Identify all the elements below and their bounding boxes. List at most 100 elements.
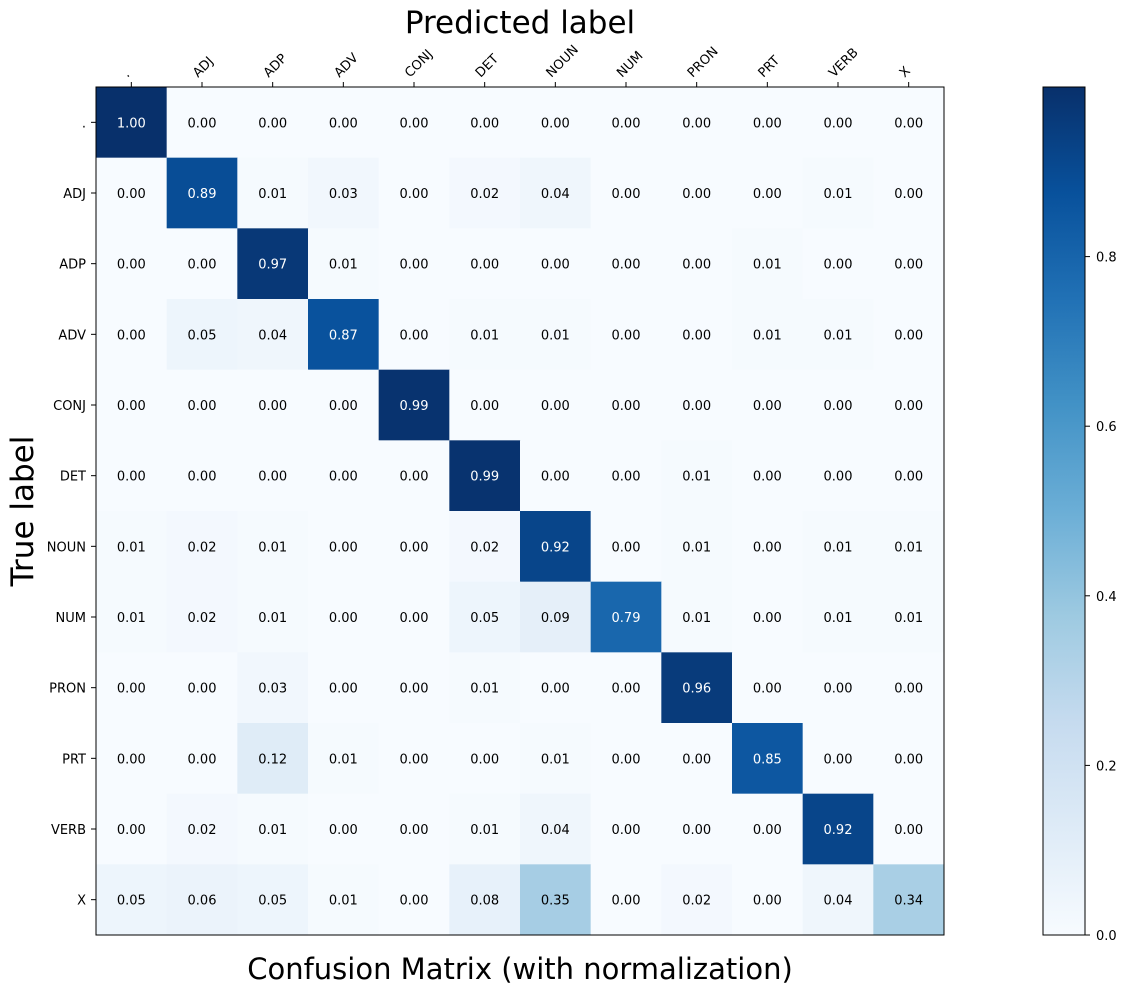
- heatmap-cell: [802, 864, 874, 936]
- cell-value-label: 0.00: [753, 682, 782, 697]
- heatmap-cell: [237, 723, 309, 795]
- heatmap-cell: [661, 87, 733, 159]
- heatmap-cell: [449, 440, 521, 512]
- y-tick-labels: . ADJ ADP ADV CONJ DET NOUN NUM PRON PRT VERB X: [47, 116, 96, 909]
- cell-value-label: 0.79: [612, 611, 641, 626]
- cell-value-label: 0.99: [470, 470, 499, 485]
- heatmap-cell: [166, 299, 238, 371]
- cell-value-label: 0.00: [612, 752, 641, 767]
- cell-value-label: 0.00: [682, 752, 711, 767]
- cell-value-label: 0.00: [117, 823, 146, 838]
- cell-value-label: 0.00: [894, 187, 923, 202]
- x-tick-label: NOUN: [544, 43, 582, 81]
- cell-value-label: 0.01: [824, 187, 853, 202]
- heatmap-cell: [732, 511, 804, 583]
- cell-value-label: 0.05: [188, 328, 217, 343]
- cell-value-label: 0.00: [612, 823, 641, 838]
- heatmap-cell: [308, 511, 380, 583]
- heatmap-cell: [520, 440, 592, 512]
- cell-value-label: 0.35: [541, 894, 570, 909]
- cell-value-label: 0.00: [894, 328, 923, 343]
- cell-value-label: 0.87: [329, 328, 358, 343]
- heatmap-cell: [237, 299, 309, 371]
- cell-value-label: 0.01: [824, 611, 853, 626]
- x-tick-label: CONJ: [402, 47, 436, 81]
- heatmap-cell: [237, 228, 309, 300]
- cell-value-label: 0.00: [117, 399, 146, 414]
- cell-value-label: 0.00: [329, 116, 358, 131]
- cell-value-label: 0.00: [117, 258, 146, 273]
- cell-value-label: 0.00: [117, 470, 146, 485]
- heatmap-cell: [590, 369, 662, 441]
- cell-value-label: 0.00: [188, 258, 217, 273]
- cell-value-label: 0.01: [329, 258, 358, 273]
- cell-value-label: 0.00: [400, 540, 429, 555]
- heatmap-cell: [237, 157, 309, 229]
- cell-value-label: 0.00: [612, 116, 641, 131]
- heatmap-cell: [449, 299, 521, 371]
- cell-value-label: 0.97: [258, 258, 287, 273]
- cell-value-label: 0.00: [541, 470, 570, 485]
- cell-value-label: 0.01: [470, 682, 499, 697]
- heatmap-cell: [96, 87, 168, 159]
- colorbar-tick-label: 0.4: [1096, 590, 1117, 605]
- cell-value-label: 0.01: [753, 328, 782, 343]
- cell-value-label: 0.34: [894, 894, 923, 909]
- cell-value-label: 0.00: [400, 116, 429, 131]
- cell-value-label: 0.85: [753, 752, 782, 767]
- cell-value-label: 0.00: [612, 682, 641, 697]
- heatmap-cell: [449, 581, 521, 653]
- heatmap-cell: [873, 864, 945, 936]
- heatmap-cell: [308, 793, 380, 865]
- colorbar: [1042, 86, 1086, 936]
- cell-value-label: 0.02: [188, 611, 217, 626]
- cell-value-label: 0.01: [470, 823, 499, 838]
- cell-value-label: 0.00: [470, 116, 499, 131]
- cell-value-label: 0.01: [258, 823, 287, 838]
- cell-value-label: 0.02: [188, 823, 217, 838]
- x-tick-label: PRON: [685, 44, 722, 81]
- heatmap-cell: [802, 87, 874, 159]
- cell-value-label: 0.00: [894, 258, 923, 273]
- heatmap-cell: [590, 440, 662, 512]
- cell-value-label: 0.00: [258, 470, 287, 485]
- heatmap-cell: [873, 723, 945, 795]
- cell-value-label: 0.02: [682, 894, 711, 909]
- cell-value-label: 0.00: [753, 823, 782, 838]
- heatmap-cell: [873, 581, 945, 653]
- cell-value-label: 0.00: [400, 682, 429, 697]
- heatmap-cell: [96, 723, 168, 795]
- cell-value-label: 0.00: [682, 116, 711, 131]
- heatmap-cell: [378, 228, 450, 300]
- heatmap-cell: [237, 87, 309, 159]
- heatmap-cell: [237, 793, 309, 865]
- cell-value-label: 0.00: [753, 540, 782, 555]
- cell-value-label: 1.00: [117, 116, 146, 131]
- heatmap-cell: [166, 369, 238, 441]
- heatmap-cell: [520, 369, 592, 441]
- cell-value-label: 0.00: [682, 399, 711, 414]
- heatmap-cell: [237, 652, 309, 724]
- cell-value-label: 0.00: [117, 752, 146, 767]
- cell-value-label: 0.00: [753, 470, 782, 485]
- cell-value-label: 0.00: [470, 399, 499, 414]
- heatmap-cell: [590, 511, 662, 583]
- cell-value-label: 0.00: [188, 682, 217, 697]
- heatmap-cell: [732, 369, 804, 441]
- x-tick-label: .: [120, 67, 134, 81]
- cell-value-label: 0.00: [612, 540, 641, 555]
- cell-value-label: 0.00: [612, 258, 641, 273]
- cell-value-label: 0.01: [329, 894, 358, 909]
- cell-value-label: 0.89: [188, 187, 217, 202]
- heatmap-cell: [378, 652, 450, 724]
- cell-value-label: 0.09: [541, 611, 570, 626]
- cell-value-label: 0.00: [824, 470, 853, 485]
- heatmap-cell: [590, 652, 662, 724]
- cell-value-label: 0.01: [682, 470, 711, 485]
- heatmap-cell: [520, 299, 592, 371]
- cell-value-label: 0.96: [682, 682, 711, 697]
- y-tick-label: NOUN: [47, 540, 86, 555]
- heatmap-cell: [378, 369, 450, 441]
- heatmap-cell: [661, 299, 733, 371]
